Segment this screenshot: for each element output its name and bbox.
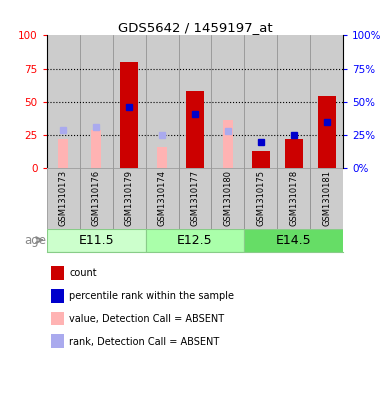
Text: GSM1310180: GSM1310180 [223, 171, 232, 226]
Text: GSM1310175: GSM1310175 [256, 171, 265, 226]
Bar [186, 91, 204, 168]
Bar [310, 168, 343, 229]
Text: GSM1310181: GSM1310181 [322, 171, 331, 226]
Text: count: count [69, 268, 97, 278]
Text: value, Detection Call = ABSENT: value, Detection Call = ABSENT [69, 314, 225, 324]
Text: GSM1310177: GSM1310177 [190, 170, 200, 226]
Bar [145, 168, 179, 229]
Bar [277, 35, 310, 168]
Bar [245, 229, 343, 252]
Bar [80, 35, 113, 168]
Text: GSM1310178: GSM1310178 [289, 170, 298, 226]
Text: GSM1310179: GSM1310179 [125, 171, 134, 226]
Bar [47, 229, 145, 252]
Bar [223, 120, 233, 168]
Bar [245, 35, 277, 168]
Text: E14.5: E14.5 [276, 233, 312, 246]
Bar [211, 35, 245, 168]
Bar [157, 147, 167, 168]
Text: percentile rank within the sample: percentile rank within the sample [69, 291, 234, 301]
Bar [310, 35, 343, 168]
Bar [47, 35, 80, 168]
Bar [120, 62, 138, 168]
Text: rank, Detection Call = ABSENT: rank, Detection Call = ABSENT [69, 336, 220, 347]
Bar [245, 168, 277, 229]
Text: GSM1310173: GSM1310173 [59, 170, 68, 226]
Bar [145, 35, 179, 168]
Bar [58, 139, 68, 168]
Bar [179, 168, 211, 229]
Bar [91, 130, 101, 168]
Title: GDS5642 / 1459197_at: GDS5642 / 1459197_at [118, 21, 272, 34]
Bar [252, 151, 270, 168]
Text: E11.5: E11.5 [78, 233, 114, 246]
Bar [47, 168, 80, 229]
Bar [318, 96, 336, 168]
Text: E12.5: E12.5 [177, 233, 213, 246]
Bar [145, 229, 245, 252]
Text: GSM1310174: GSM1310174 [158, 171, 167, 226]
Bar [285, 139, 303, 168]
Text: GSM1310176: GSM1310176 [92, 170, 101, 226]
Bar [277, 168, 310, 229]
Bar [113, 35, 145, 168]
Bar [80, 168, 113, 229]
Bar [211, 168, 245, 229]
Bar [179, 35, 211, 168]
Text: age: age [24, 233, 46, 246]
Bar [113, 168, 145, 229]
